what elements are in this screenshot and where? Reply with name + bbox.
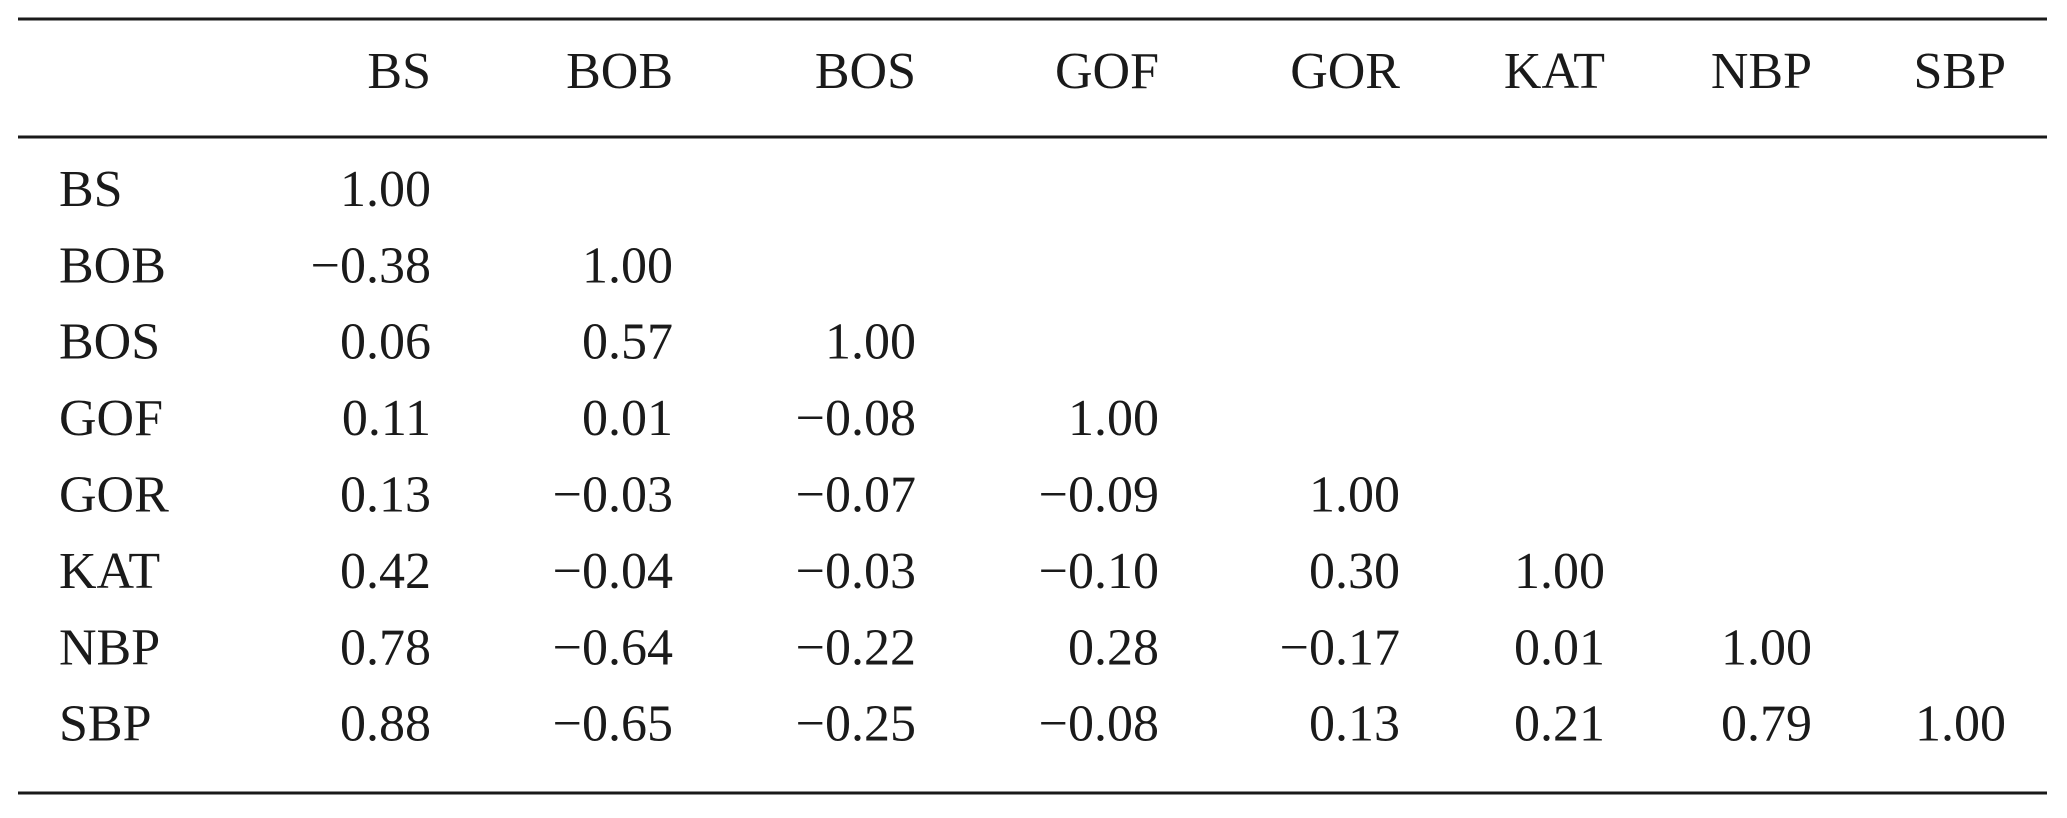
row-label: NBP — [59, 619, 160, 676]
table-cell: −0.03 — [796, 543, 916, 600]
row-label: KAT — [59, 543, 160, 600]
table-cell: 0.01 — [1514, 619, 1605, 676]
table-cell: 0.11 — [342, 390, 431, 447]
row-label: BS — [59, 161, 123, 218]
table-cell: 0.78 — [340, 619, 431, 676]
table-cell: −0.65 — [553, 696, 673, 753]
row-label: BOB — [59, 237, 166, 294]
table-cell: −0.04 — [553, 543, 673, 600]
table-cell: −0.25 — [796, 696, 916, 753]
table-cell: 1.00 — [1309, 467, 1400, 524]
table-cell: 1.00 — [1721, 619, 1812, 676]
table-cell: −0.22 — [796, 619, 916, 676]
table-cell: 1.00 — [1068, 390, 1159, 447]
table-cell: −0.38 — [311, 237, 431, 294]
table-cell: 0.13 — [340, 467, 431, 524]
column-header: SBP — [1913, 43, 2006, 100]
column-header: BOB — [566, 43, 673, 100]
table-cell: 0.21 — [1514, 696, 1605, 753]
table-cell: −0.07 — [796, 467, 916, 524]
table-cell: 1.00 — [1915, 696, 2006, 753]
table-cell: 0.28 — [1068, 619, 1159, 676]
table-cell: 0.88 — [340, 696, 431, 753]
table-cell: −0.64 — [553, 619, 673, 676]
table-cell: 0.13 — [1309, 696, 1400, 753]
table-cell: 0.79 — [1721, 696, 1812, 753]
table-cell: −0.17 — [1280, 619, 1400, 676]
table-cell: 1.00 — [825, 314, 916, 371]
column-header: GOR — [1290, 43, 1400, 100]
column-header: BOS — [815, 43, 916, 100]
table-cell: −0.10 — [1039, 543, 1159, 600]
table-cell: 0.30 — [1309, 543, 1400, 600]
table-cell: 0.06 — [340, 314, 431, 371]
table-cell: 1.00 — [1514, 543, 1605, 600]
column-header: KAT — [1504, 43, 1605, 100]
table-cell: −0.03 — [553, 467, 673, 524]
column-header: GOF — [1055, 43, 1159, 100]
row-label: GOF — [59, 390, 163, 447]
table-cell: −0.08 — [796, 390, 916, 447]
row-label: BOS — [59, 314, 160, 371]
table-cell: 1.00 — [582, 237, 673, 294]
row-label: GOR — [59, 467, 169, 524]
table-cell: 0.01 — [582, 390, 673, 447]
table-cell: −0.08 — [1039, 696, 1159, 753]
table-cell: −0.09 — [1039, 467, 1159, 524]
column-header: NBP — [1711, 43, 1812, 100]
row-label: SBP — [59, 696, 152, 753]
table-cell: 1.00 — [340, 161, 431, 218]
table-cell: 0.57 — [582, 314, 673, 371]
table-cell: 0.42 — [340, 543, 431, 600]
column-header: BS — [367, 43, 431, 100]
